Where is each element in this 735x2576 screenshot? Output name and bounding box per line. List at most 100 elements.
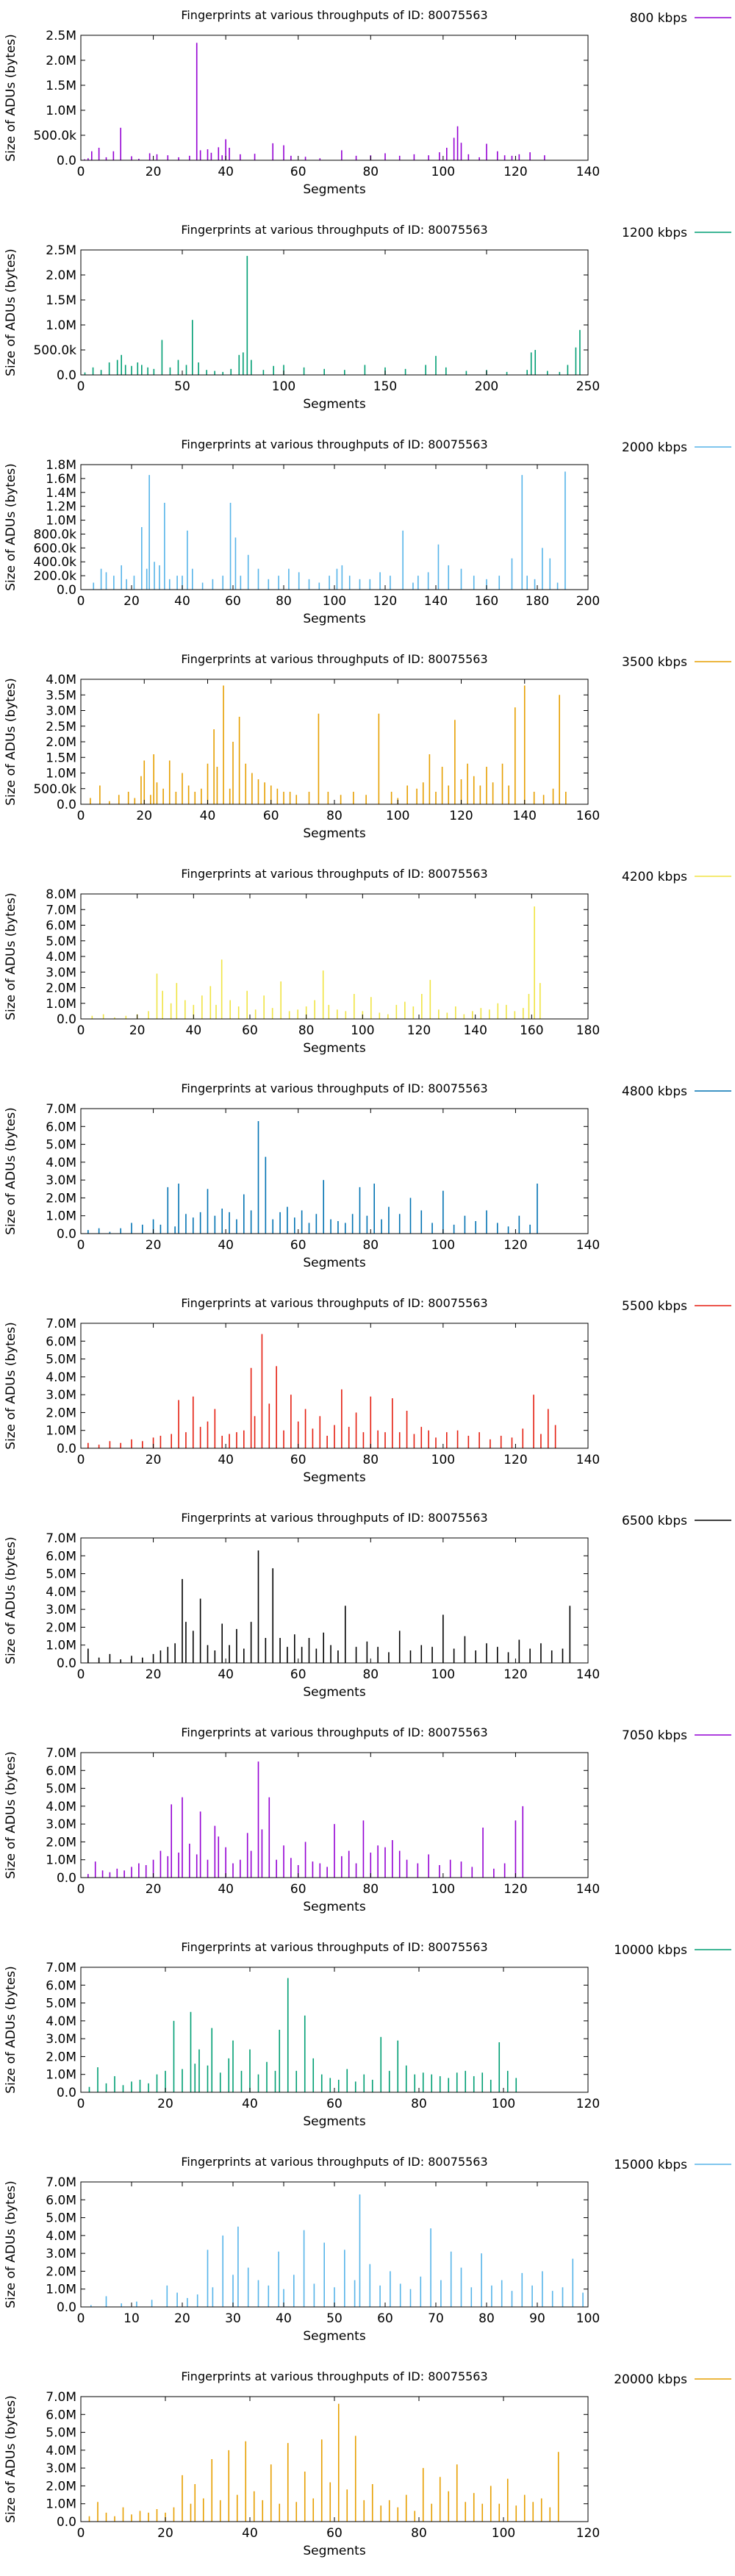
y-tick-label: 1.0M [46,104,76,118]
x-tick-label: 200 [576,594,600,609]
legend: 20000 kbps [614,2372,731,2387]
x-tick-label: 0 [77,1023,85,1038]
y-tick-label: 2.0M [46,268,76,283]
x-tick-label: 180 [526,594,549,609]
y-tick-label: 3.0M [46,2032,76,2047]
y-axis-title: Size of ADUs (bytes) [4,1322,18,1450]
y-tick-label: 4.0M [46,1585,76,1600]
y-tick-label: 2.0M [46,2264,76,2279]
y-tick-label: 0.0 [57,2515,76,2530]
y-tick-label: 2.0M [46,2479,76,2494]
x-tick-label: 100 [323,594,346,609]
y-axis-title: Size of ADUs (bytes) [4,2395,18,2523]
y-tick-label: 1.0M [46,318,76,333]
y-tick-label: 4.0M [46,673,76,687]
x-tick-label: 0 [77,2097,85,2111]
y-tick-label: 0.0 [57,2086,76,2100]
x-axis-title: Segments [303,1470,366,1485]
x-tick-label: 60 [290,1667,306,1682]
legend-label: 4800 kbps [622,1084,687,1099]
plot-frame [80,1537,589,1664]
x-tick-label: 120 [503,1453,527,1467]
bar-series [84,256,581,375]
y-tick-label: 6.0M [46,1334,76,1349]
x-tick-label: 40 [174,594,190,609]
y-tick-label: 1.0M [46,1639,76,1653]
x-tick-label: 0 [77,594,85,609]
chart-panel-12: Fingerprints at various throughputs of I… [4,2369,731,2558]
x-tick-label: 160 [475,594,498,609]
x-tick-label: 250 [576,379,600,394]
x-tick-label: 0 [77,1238,85,1253]
y-tick-label: 2.0M [46,54,76,68]
x-tick-label: 80 [478,2311,495,2326]
chart-title: Fingerprints at various throughputs of I… [181,1725,487,1739]
x-tick-label: 200 [475,379,498,394]
y-tick-label: 2.0M [46,1835,76,1850]
x-axis-title: Segments [303,2114,366,2129]
x-tick-label: 120 [449,809,473,823]
x-tick-label: 40 [242,2526,258,2541]
y-tick-label: 1.8M [46,458,76,473]
legend-label: 2000 kbps [622,440,687,455]
x-tick-label: 60 [242,1023,258,1038]
y-axis-title: Size of ADUs (bytes) [4,463,18,591]
x-tick-label: 100 [576,2311,600,2326]
y-tick-label: 2.0M [46,1406,76,1420]
x-tick-label: 140 [424,594,448,609]
chart-panel-3: Fingerprints at various throughputs of I… [4,437,731,626]
x-tick-label: 40 [218,1238,234,1253]
x-tick-label: 100 [492,2526,515,2541]
x-tick-label: 0 [77,379,85,394]
legend: 7050 kbps [622,1728,731,1743]
y-tick-label: 5.0M [46,1353,76,1367]
y-tick-label: 0.0 [57,2300,76,2315]
legend: 4800 kbps [622,1084,731,1099]
bar-series [90,685,567,804]
x-tick-label: 120 [576,2097,600,2111]
x-tick-label: 90 [529,2311,545,2326]
chart-title: Fingerprints at various throughputs of I… [181,437,487,451]
x-tick-label: 80 [298,1023,315,1038]
y-tick-label: 7.0M [46,1102,76,1117]
y-tick-label: 3.0M [46,1603,76,1617]
x-axis-title: Segments [303,1900,366,1914]
x-tick-label: 100 [431,1882,455,1897]
y-tick-label: 3.0M [46,2247,76,2261]
x-tick-label: 150 [373,379,397,394]
chart-title: Fingerprints at various throughputs of I… [181,652,487,666]
y-tick-label: 5.0M [46,1138,76,1153]
y-tick-label: 200.0k [33,569,76,584]
legend-label: 20000 kbps [614,2372,687,2387]
x-tick-label: 140 [576,165,600,179]
legend: 10000 kbps [614,1943,731,1958]
legend: 800 kbps [630,11,731,26]
x-tick-label: 50 [174,379,190,394]
y-tick-label: 0.0 [57,154,76,168]
y-tick-label: 1.5M [46,751,76,765]
plot-frame [80,35,589,161]
y-tick-label: 5.0M [46,934,76,949]
legend: 3500 kbps [622,655,731,670]
chart-title: Fingerprints at various throughputs of I… [181,8,487,22]
y-tick-label: 4.0M [46,1370,76,1385]
x-tick-label: 80 [362,1667,379,1682]
x-tick-label: 0 [77,809,85,823]
x-tick-label: 0 [77,1453,85,1467]
bar-series [88,1978,517,2092]
y-tick-label: 0.0 [57,583,76,598]
x-tick-label: 40 [200,809,216,823]
y-tick-label: 0.0 [57,1656,76,1671]
x-tick-label: 120 [503,1238,527,1253]
x-tick-label: 20 [157,2526,173,2541]
x-tick-label: 140 [576,1238,600,1253]
x-tick-label: 60 [377,2311,393,2326]
x-tick-label: 140 [513,809,537,823]
y-tick-label: 1.5M [46,293,76,308]
x-tick-label: 20 [146,1453,162,1467]
x-tick-label: 40 [218,1882,234,1897]
x-tick-label: 80 [411,2097,427,2111]
y-tick-label: 4.0M [46,950,76,965]
y-tick-label: 0.0 [57,1442,76,1456]
chart-panel-7: Fingerprints at various throughputs of I… [4,1296,731,1485]
